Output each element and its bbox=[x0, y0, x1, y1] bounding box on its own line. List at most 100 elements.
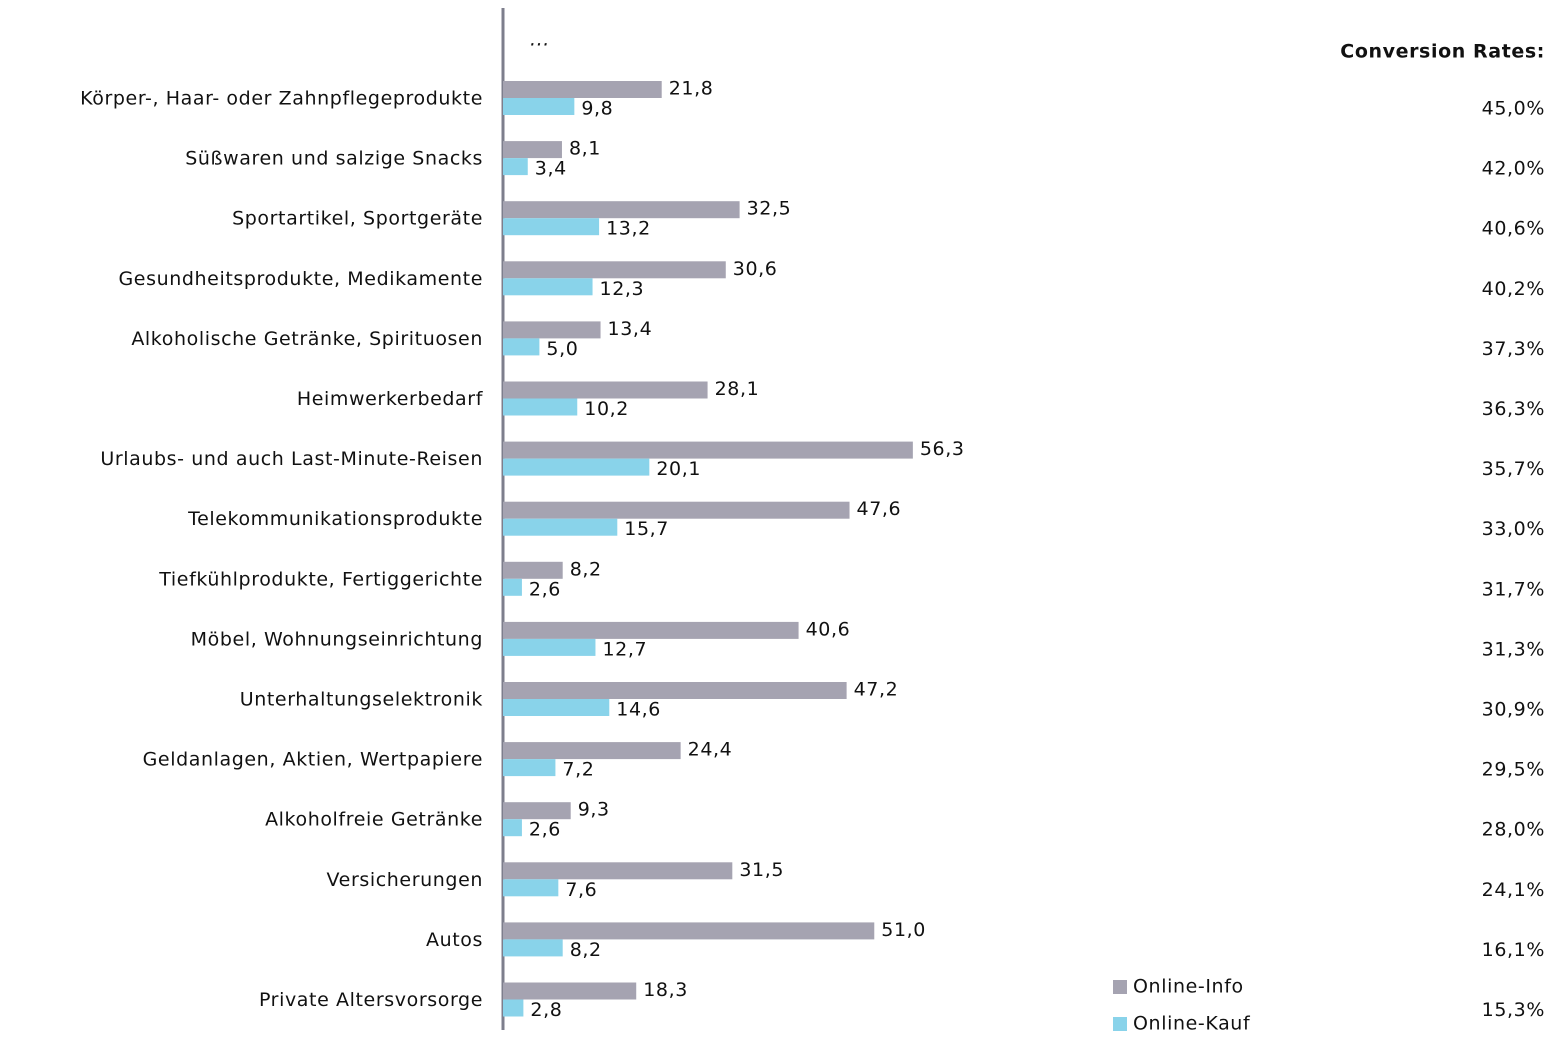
bar bbox=[503, 381, 708, 399]
value-label: 2,6 bbox=[529, 578, 561, 600]
conversion-rate: 15,3% bbox=[1482, 999, 1545, 1021]
value-label: 8,1 bbox=[569, 138, 601, 160]
value-label: 12,3 bbox=[600, 278, 645, 300]
value-label: 31,5 bbox=[739, 859, 784, 881]
value-label: 51,0 bbox=[881, 919, 926, 941]
category-label: Private Altersvorsorge bbox=[259, 989, 483, 1011]
bar bbox=[503, 141, 562, 159]
category-label: Versicherungen bbox=[327, 869, 483, 891]
value-label: 2,8 bbox=[530, 999, 562, 1021]
legend-swatch bbox=[1113, 980, 1127, 994]
value-label: 13,2 bbox=[606, 218, 651, 240]
value-label: 5,0 bbox=[546, 338, 578, 360]
value-label: 40,6 bbox=[806, 618, 851, 640]
bar bbox=[503, 218, 600, 236]
bar bbox=[503, 699, 610, 716]
bar bbox=[503, 982, 637, 1000]
legend-label: Online-Kauf bbox=[1133, 1013, 1251, 1034]
category-label: Geldanlagen, Aktien, Wertpapiere bbox=[143, 749, 483, 771]
category-label: Alkoholische Getränke, Spirituosen bbox=[131, 328, 483, 350]
bar bbox=[503, 278, 593, 296]
bar bbox=[503, 81, 662, 98]
conversion-rate: 16,1% bbox=[1482, 939, 1545, 961]
value-label: 24,4 bbox=[688, 739, 733, 761]
value-label: 9,8 bbox=[581, 98, 613, 120]
value-label: 28,1 bbox=[715, 378, 760, 400]
bar bbox=[503, 441, 913, 459]
legend-swatch bbox=[1113, 1017, 1127, 1031]
value-label: 7,6 bbox=[565, 879, 597, 901]
category-label: Möbel, Wohnungseinrichtung bbox=[191, 628, 483, 650]
conversion-rate: 36,3% bbox=[1482, 398, 1545, 420]
bar bbox=[503, 939, 563, 957]
bar bbox=[503, 518, 618, 536]
value-label: 13,4 bbox=[608, 318, 653, 340]
value-label: 12,7 bbox=[602, 638, 647, 660]
bar bbox=[503, 458, 650, 476]
conversion-rate: 40,6% bbox=[1482, 218, 1545, 240]
value-label: 47,2 bbox=[854, 679, 899, 701]
conversion-rate: 40,2% bbox=[1482, 278, 1545, 300]
conversion-rate: 35,7% bbox=[1482, 458, 1545, 480]
conversion-rate: 31,7% bbox=[1482, 578, 1545, 600]
bar bbox=[503, 398, 578, 416]
category-label: Unterhaltungselektronik bbox=[240, 689, 483, 711]
value-label: 2,6 bbox=[529, 819, 561, 841]
bar bbox=[503, 501, 850, 519]
value-label: 3,4 bbox=[535, 158, 567, 180]
bar bbox=[503, 759, 556, 777]
category-label: Alkoholfreie Getränke bbox=[265, 809, 483, 831]
bar bbox=[503, 879, 559, 897]
bar bbox=[503, 862, 733, 880]
bar bbox=[503, 321, 601, 339]
category-label: Süßwaren und salzige Snacks bbox=[185, 148, 483, 170]
category-label: Sportartikel, Sportgeräte bbox=[232, 208, 483, 230]
category-label: Heimwerkerbedarf bbox=[297, 388, 484, 410]
bar bbox=[503, 158, 528, 176]
category-label: Körper-, Haar- oder Zahnpflegeprodukte bbox=[80, 88, 483, 110]
bar bbox=[503, 682, 847, 699]
value-label: 47,6 bbox=[857, 498, 902, 520]
conversion-title: Conversion Rates: bbox=[1340, 41, 1545, 63]
conversion-rate: 30,9% bbox=[1482, 699, 1545, 721]
category-label: Autos bbox=[426, 929, 483, 951]
category-label: Gesundheitsprodukte, Medikamente bbox=[118, 268, 483, 290]
value-label: 56,3 bbox=[920, 438, 965, 460]
bar bbox=[503, 261, 726, 279]
conversion-rate: 24,1% bbox=[1482, 879, 1545, 901]
bar bbox=[503, 638, 596, 656]
value-label: 20,1 bbox=[656, 458, 701, 480]
value-label: 9,3 bbox=[578, 799, 610, 821]
value-label: 21,8 bbox=[669, 78, 714, 100]
bar bbox=[503, 922, 875, 940]
bar bbox=[503, 742, 681, 760]
value-label: 32,5 bbox=[747, 198, 792, 220]
value-label: 10,2 bbox=[584, 398, 629, 420]
category-label: Urlaubs- und auch Last-Minute-Reisen bbox=[100, 448, 483, 470]
value-label: 15,7 bbox=[624, 518, 669, 540]
value-label: 7,2 bbox=[562, 759, 594, 781]
conversion-rate: 33,0% bbox=[1482, 518, 1545, 540]
conversion-rate: 28,0% bbox=[1482, 819, 1545, 841]
conversion-rate: 45,0% bbox=[1482, 98, 1545, 120]
annotation: ... bbox=[530, 29, 550, 51]
value-label: 30,6 bbox=[733, 258, 778, 280]
value-label: 8,2 bbox=[570, 558, 602, 580]
category-label: Tiefkühlprodukte, Fertiggerichte bbox=[158, 568, 483, 590]
conversion-rate: 29,5% bbox=[1482, 759, 1545, 781]
bar bbox=[503, 802, 571, 820]
value-label: 18,3 bbox=[643, 979, 688, 1001]
conversion-rate: 31,3% bbox=[1482, 638, 1545, 660]
bar bbox=[503, 98, 575, 115]
value-label: 8,2 bbox=[570, 939, 602, 961]
bar bbox=[503, 621, 799, 639]
conversion-rate: 37,3% bbox=[1482, 338, 1545, 360]
bar bbox=[503, 999, 524, 1017]
bar bbox=[503, 578, 522, 596]
bar bbox=[503, 819, 522, 837]
conversion-rate: 42,0% bbox=[1482, 158, 1545, 180]
legend-label: Online-Info bbox=[1133, 976, 1244, 998]
value-label: 14,6 bbox=[616, 699, 661, 721]
bar bbox=[503, 338, 540, 356]
